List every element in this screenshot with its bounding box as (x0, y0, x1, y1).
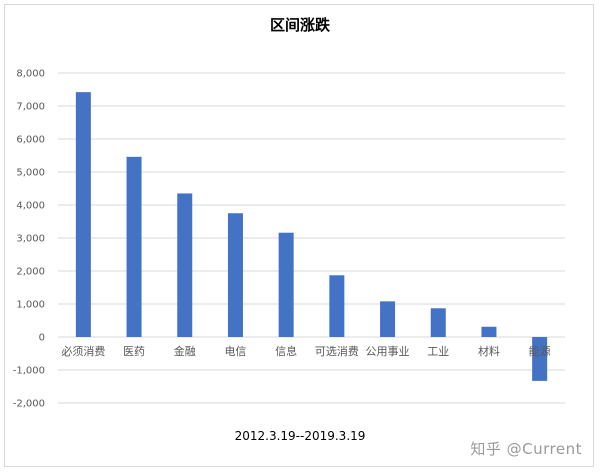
bar (481, 326, 497, 337)
y-tick-label: 4,000 (16, 201, 45, 212)
bar (227, 213, 243, 337)
bar (329, 275, 345, 337)
x-tick-label: 医药 (123, 345, 145, 358)
x-tick-label: 电信 (224, 345, 246, 358)
y-tick-label: 0 (39, 333, 45, 344)
x-tick-label: 可选消费 (315, 344, 359, 358)
y-tick-label: 1,000 (16, 300, 45, 311)
bar (430, 308, 446, 337)
chart-subtitle: 2012.3.19--2019.3.19 (234, 429, 366, 443)
x-tick-label: 能源 (529, 344, 551, 358)
y-tick-label: -1,000 (13, 366, 45, 377)
bar (380, 301, 396, 337)
y-tick-label: 8,000 (16, 69, 45, 80)
y-tick-label: -2,000 (13, 399, 45, 410)
bar (177, 193, 193, 337)
bar (75, 92, 91, 337)
y-tick-label: 7,000 (16, 102, 45, 113)
y-tick-label: 2,000 (16, 267, 45, 278)
x-tick-label: 信息 (275, 344, 297, 358)
y-tick-label: 5,000 (16, 168, 45, 179)
bar (126, 156, 142, 337)
bar (278, 232, 294, 337)
x-tick-label: 工业 (427, 345, 449, 358)
watermark: 知乎 @Current (470, 440, 582, 458)
bar (532, 337, 548, 381)
chart-title: 区间涨跌 (269, 16, 330, 34)
chart-frame (4, 4, 594, 467)
x-tick-label: 必须消费 (61, 344, 105, 358)
x-tick-label: 材料 (478, 344, 500, 358)
y-tick-label: 3,000 (16, 234, 45, 245)
x-tick-label: 金融 (174, 344, 196, 358)
x-tick-label: 公用事业 (366, 345, 410, 358)
y-tick-label: 6,000 (16, 135, 45, 146)
